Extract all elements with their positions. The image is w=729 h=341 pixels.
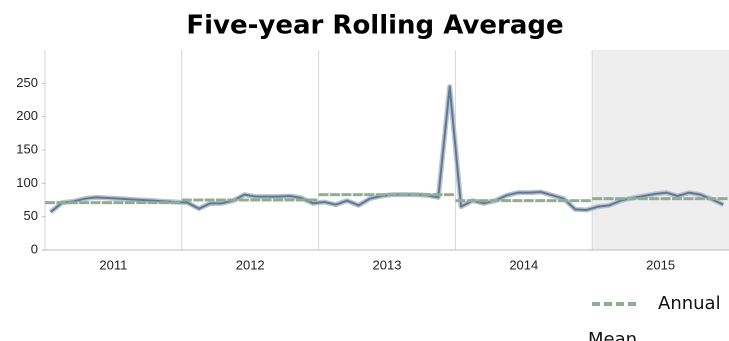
x-tick-label: 2011 [99,257,127,272]
y-tick-label: 50 [24,208,38,223]
y-tick-label: 250 [16,75,38,90]
x-tick-label: 2014 [509,257,538,272]
x-tick-label: 2012 [236,257,265,272]
highlight-region [592,50,729,250]
legend-label: Annual Mean [588,293,721,341]
x-tick-label: 2015 [646,257,675,272]
y-tick-label: 200 [16,108,38,123]
x-tick-label: 2013 [373,257,402,272]
legend-swatch [592,302,636,306]
y-tick-label: 150 [16,141,38,156]
y-tick-label: 100 [16,175,38,190]
y-tick-label: 0 [31,241,38,256]
chart-title: Five-year Rolling Average [186,11,563,41]
legend: Annual Mean [588,286,728,341]
